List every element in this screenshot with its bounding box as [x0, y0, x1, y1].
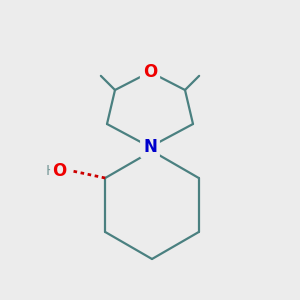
Text: N: N	[143, 138, 157, 156]
Text: O: O	[52, 161, 66, 179]
Text: O: O	[143, 63, 157, 81]
Text: H: H	[46, 164, 56, 178]
Polygon shape	[149, 146, 153, 152]
